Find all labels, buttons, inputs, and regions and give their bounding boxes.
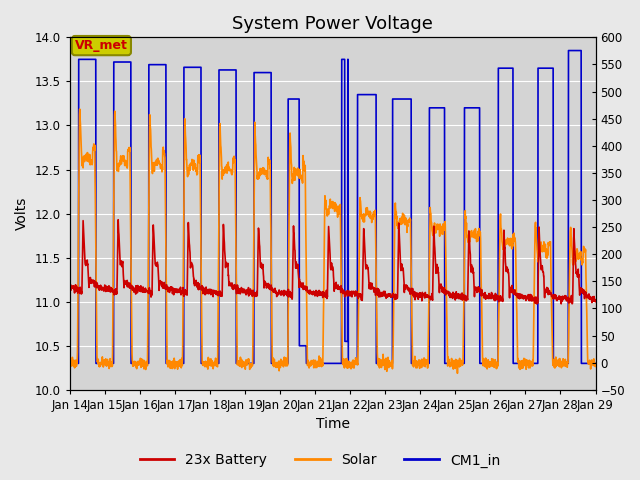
Text: VR_met: VR_met [75,39,128,52]
Y-axis label: Volts: Volts [15,197,29,230]
Legend: 23x Battery, Solar, CM1_in: 23x Battery, Solar, CM1_in [134,448,506,473]
Title: System Power Voltage: System Power Voltage [232,15,433,33]
X-axis label: Time: Time [316,418,349,432]
